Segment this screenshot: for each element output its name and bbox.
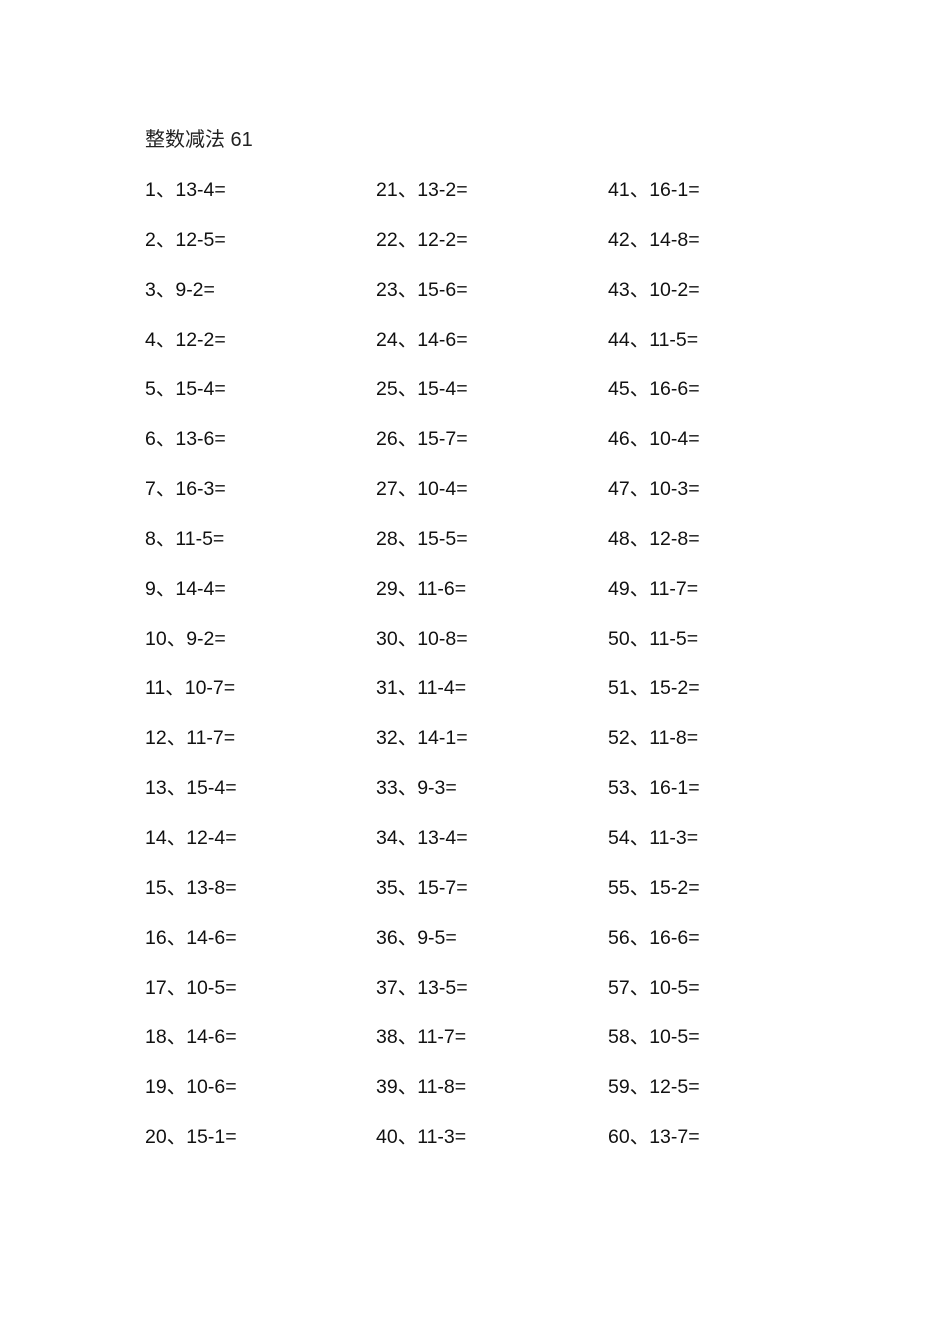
subtraction-problem: 6、13-6= — [145, 428, 226, 451]
problem-column-3: 41、16-1= 42、14-8= 43、10-2= 44、11-5= 45、16-6=… — [608, 177, 700, 1174]
subtraction-problem: 5、15-4= — [145, 378, 226, 401]
subtraction-problem: 53、16-1= — [608, 777, 700, 800]
subtraction-problem: 32、14-1= — [376, 727, 468, 750]
subtraction-problem: 4、12-2= — [145, 328, 226, 351]
subtraction-problem: 19、10-6= — [145, 1076, 237, 1099]
subtraction-problem: 38、11-7= — [376, 1026, 467, 1049]
subtraction-problem: 58、10-5= — [608, 1026, 700, 1049]
subtraction-problem: 41、16-1= — [608, 179, 700, 201]
subtraction-problem: 18、14-6= — [145, 1026, 237, 1049]
subtraction-problem: 17、10-5= — [145, 976, 237, 999]
subtraction-problem: 34、13-4= — [376, 826, 468, 849]
subtraction-problem: 43、10-2= — [608, 278, 700, 301]
problem-column-1: 1、13-4= 2、12-5= 3、9-2= 4、12-2= 5、15-4= 6、13-6… — [145, 177, 237, 1174]
subtraction-problem: 16、14-6= — [145, 926, 237, 949]
subtraction-problem: 3、9-2= — [145, 278, 215, 301]
subtraction-problem: 11、10-7= — [145, 677, 236, 700]
subtraction-problem: 39、11-8= — [376, 1076, 467, 1099]
subtraction-problem: 15、13-8= — [145, 876, 237, 899]
subtraction-problem: 25、15-4= — [376, 378, 468, 401]
subtraction-problem: 46、10-4= — [608, 428, 700, 451]
subtraction-problem: 30、10-8= — [376, 627, 468, 650]
subtraction-problem: 55、15-2= — [608, 876, 700, 899]
subtraction-problem: 31、11-4= — [376, 677, 467, 700]
subtraction-problem: 24、14-6= — [376, 328, 468, 351]
subtraction-problem: 48、12-8= — [608, 527, 700, 550]
subtraction-problem: 28、15-5= — [376, 527, 468, 550]
subtraction-problem: 45、16-6= — [608, 378, 700, 401]
subtraction-problem: 2、12-5= — [145, 228, 226, 251]
subtraction-problem: 8、11-5= — [145, 527, 225, 550]
subtraction-problem: 22、12-2= — [376, 228, 468, 251]
subtraction-problem: 60、13-7= — [608, 1126, 700, 1149]
subtraction-problem: 40、11-3= — [376, 1126, 467, 1149]
subtraction-problem: 7、16-3= — [145, 478, 226, 501]
subtraction-problem: 51、15-2= — [608, 677, 700, 700]
subtraction-problem: 9、14-4= — [145, 577, 226, 600]
subtraction-problem: 56、16-6= — [608, 926, 700, 949]
subtraction-problem: 47、10-3= — [608, 478, 700, 501]
subtraction-problem: 26、15-7= — [376, 428, 468, 451]
subtraction-problem: 10、9-2= — [145, 627, 226, 650]
worksheet-title: 整数减法 61 — [145, 129, 253, 151]
subtraction-problem: 37、13-5= — [376, 976, 468, 999]
subtraction-problem: 1、13-4= — [145, 179, 226, 201]
subtraction-problem: 29、11-6= — [376, 577, 467, 600]
subtraction-problem: 14、12-4= — [145, 826, 237, 849]
subtraction-problem: 33、9-3= — [376, 777, 457, 800]
subtraction-problem: 27、10-4= — [376, 478, 468, 501]
subtraction-problem: 23、15-6= — [376, 278, 468, 301]
subtraction-problem: 59、12-5= — [608, 1076, 700, 1099]
subtraction-problem: 50、11-5= — [608, 627, 699, 650]
subtraction-problem: 44、11-5= — [608, 328, 699, 351]
subtraction-problem: 52、11-8= — [608, 727, 699, 750]
subtraction-problem: 12、11-7= — [145, 727, 236, 750]
subtraction-problem: 35、15-7= — [376, 876, 468, 899]
problem-column-2: 21、13-2= 22、12-2= 23、15-6= 24、14-6= 25、15-4=… — [376, 177, 468, 1174]
subtraction-problem: 21、13-2= — [376, 179, 468, 201]
subtraction-problem: 42、14-8= — [608, 228, 700, 251]
subtraction-problem: 13、15-4= — [145, 777, 237, 800]
subtraction-problem: 36、9-5= — [376, 926, 457, 949]
subtraction-problem: 57、10-5= — [608, 976, 700, 999]
subtraction-problem: 20、15-1= — [145, 1126, 237, 1149]
subtraction-problem: 54、11-3= — [608, 826, 699, 849]
subtraction-problem: 49、11-7= — [608, 577, 699, 600]
